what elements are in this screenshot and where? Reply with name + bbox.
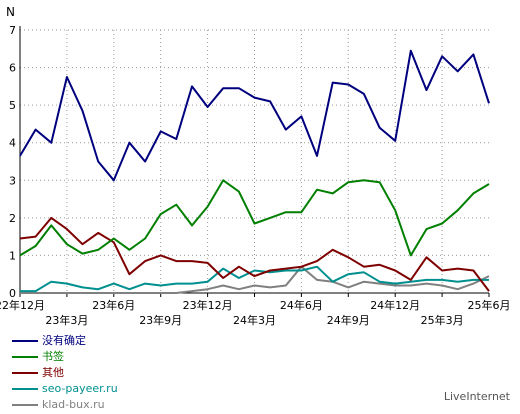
series-line-0	[19, 49, 490, 182]
legend: 没有确定书签其他 seo-payeer.ru klad-bux.ru	[12, 334, 118, 414]
x-tick-label: 23年9月	[139, 313, 182, 327]
legend-swatch	[12, 372, 38, 374]
x-tick-label: 25年6月	[468, 298, 511, 312]
x-tick-label: 24年9月	[327, 313, 370, 327]
y-tick-label: 6	[9, 62, 16, 75]
y-tick-label: 1	[9, 249, 16, 262]
series-line-1	[19, 179, 490, 257]
legend-label: 书签	[42, 350, 64, 363]
legend-item: seo-payeer.ru	[12, 382, 118, 396]
legend-item: 其他	[12, 366, 118, 380]
legend-label: 没有确定	[42, 334, 86, 347]
x-tick-label: 25年3月	[421, 313, 464, 327]
x-tick-label: 24年3月	[233, 313, 276, 327]
y-tick-label: 4	[9, 137, 16, 150]
x-tick-label: 23年6月	[92, 298, 135, 312]
legend-item: klad-bux.ru	[12, 398, 118, 412]
series-line-2	[19, 216, 490, 292]
x-tick-label: 23年12月	[183, 298, 233, 312]
legend-item: 书签	[12, 350, 118, 364]
chart: 0 1 2 3 4 5 6 7 22年12月 23年6月 23年12月 24年6月 24年12月 25年6…	[0, 5, 511, 327]
legend-swatch	[12, 340, 38, 342]
legend-swatch	[12, 404, 38, 406]
x-tick-label: 22年12月	[0, 298, 45, 312]
legend-item: 没有确定	[12, 334, 118, 348]
series-line-3	[20, 265, 489, 293]
series-lines	[19, 49, 490, 294]
y-tick-label: 2	[9, 212, 16, 225]
y-tick-label: 0	[9, 287, 16, 300]
x-tick-label: 23年3月	[45, 313, 88, 327]
x-tick-label: 24年12月	[370, 298, 420, 312]
y-axis-title: N	[6, 5, 15, 19]
y-tick-label: 7	[9, 24, 16, 37]
y-tick-label: 3	[9, 174, 16, 187]
brand-label: LiveInternet	[443, 390, 510, 403]
legend-label: klad-bux.ru	[42, 398, 105, 411]
legend-label: seo-payeer.ru	[42, 382, 118, 395]
axis-labels: 0 1 2 3 4 5 6 7 22年12月 23年6月 23年12月 24年6月 24年12月 25年6…	[0, 5, 511, 327]
x-tick-label: 24年6月	[280, 298, 323, 312]
legend-swatch	[12, 388, 38, 390]
y-tick-label: 5	[9, 99, 16, 112]
legend-label: 其他	[42, 366, 64, 379]
legend-swatch	[12, 356, 38, 358]
series-line-4	[20, 265, 490, 294]
